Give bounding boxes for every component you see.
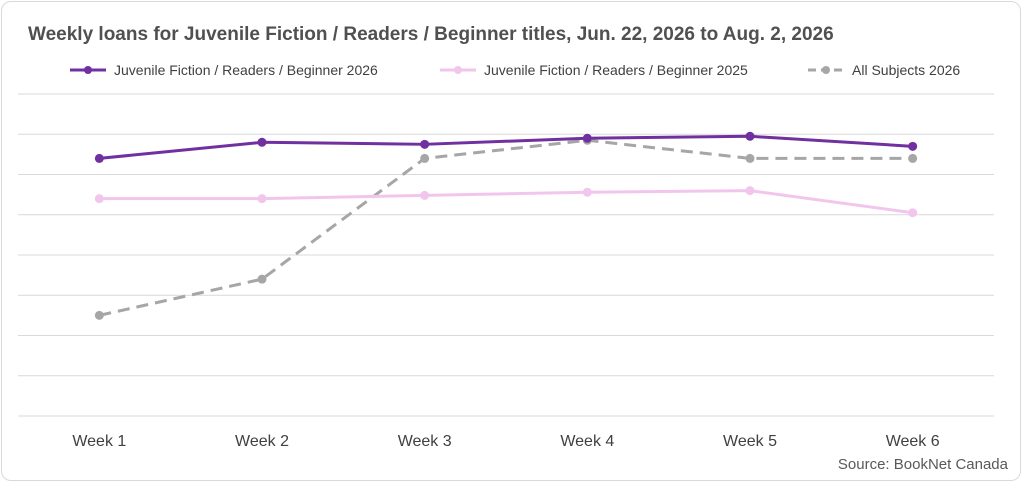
series-1-point[interactable] — [582, 133, 592, 143]
series-2-point[interactable] — [908, 208, 918, 218]
legend-label-series-1: Juvenile Fiction / Readers / Beginner 20… — [114, 62, 378, 78]
chart-legend: Juvenile Fiction / Readers / Beginner 20… — [0, 62, 1024, 82]
x-tick-label: Week 6 — [886, 433, 940, 450]
legend-marker-series-2 — [440, 66, 476, 74]
x-tick-label: Week 2 — [235, 433, 289, 450]
legend-marker-series-3 — [808, 66, 844, 74]
chart-title: Weekly loans for Juvenile Fiction / Read… — [28, 24, 834, 45]
source-note: Source: BookNet Canada — [837, 456, 1008, 473]
series-3-point[interactable] — [257, 274, 267, 284]
series-points — [94, 131, 918, 320]
series-2-point[interactable] — [257, 194, 267, 204]
x-tick-label: Week 3 — [398, 433, 452, 450]
series-line-1 — [99, 134, 913, 160]
x-tick-label: Week 4 — [560, 433, 614, 450]
series-1-point[interactable] — [257, 137, 267, 147]
series-1-point[interactable] — [908, 141, 918, 151]
series-2-point[interactable] — [745, 186, 755, 196]
series-2-point[interactable] — [420, 190, 430, 200]
legend-item-series-1[interactable]: Juvenile Fiction / Readers / Beginner 20… — [68, 62, 378, 78]
legend-label-series-3: All Subjects 2026 — [852, 62, 961, 78]
x-tick-label: Week 5 — [723, 433, 777, 450]
series-2-point[interactable] — [94, 194, 104, 204]
series-lines — [99, 134, 913, 317]
x-axis-ticks: Week 1 Week 2 Week 3 Week 4 Week 5 Week 6 — [72, 433, 939, 450]
legend-item-series-2[interactable]: Juvenile Fiction / Readers / Beginner 20… — [438, 62, 748, 78]
legend-marker-series-1 — [70, 66, 106, 74]
legend-item-series-3[interactable]: All Subjects 2026 — [806, 62, 960, 78]
series-3-point[interactable] — [420, 153, 430, 163]
x-tick-label: Week 1 — [72, 433, 126, 450]
legend-label-series-2: Juvenile Fiction / Readers / Beginner 20… — [484, 62, 748, 78]
series-1-point[interactable] — [420, 139, 430, 149]
series-3-point[interactable] — [908, 153, 918, 163]
gridlines — [18, 93, 994, 417]
series-line-2 — [99, 189, 913, 215]
series-1-point[interactable] — [94, 153, 104, 163]
series-1-point[interactable] — [745, 131, 755, 141]
series-2-point[interactable] — [582, 187, 592, 197]
series-line-3 — [99, 138, 913, 317]
series-3-point[interactable] — [745, 153, 755, 163]
series-3-point[interactable] — [94, 310, 104, 320]
